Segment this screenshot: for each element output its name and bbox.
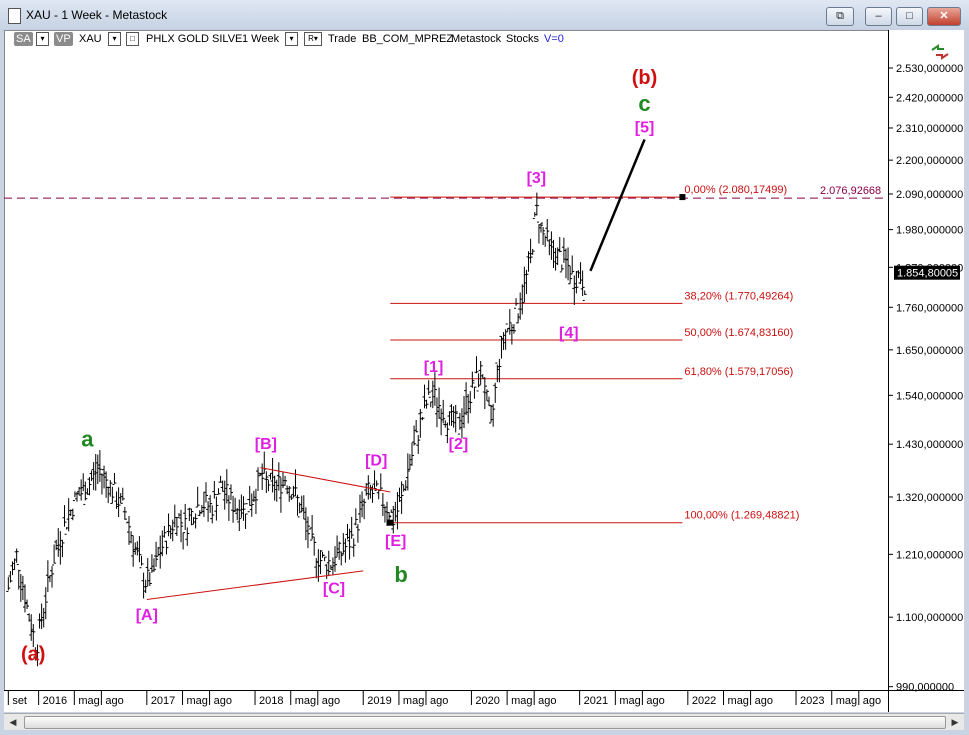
y-tick-label: 1.430,000000: [896, 439, 963, 451]
wave-label: [5]: [635, 119, 655, 136]
y-tick-label: 990,000000: [896, 682, 954, 694]
x-tick-label: ago: [863, 695, 881, 707]
x-tick-label: mag: [187, 695, 208, 707]
x-tick-label: ago: [214, 695, 232, 707]
category-label: Stocks: [506, 33, 540, 45]
wave-label: [E]: [385, 533, 406, 550]
minimize-button[interactable]: –: [865, 7, 892, 26]
r-dropdown[interactable]: R▾: [304, 32, 322, 46]
x-tick-label: 2019: [367, 695, 391, 707]
fib-label: 0,00% (2.080,17499): [684, 184, 787, 196]
projection-line: [589, 139, 646, 272]
periodicity-dropdown[interactable]: ▾: [285, 32, 298, 46]
y-tick-label: 1.540,000000: [896, 390, 963, 402]
scrollbar-thumb[interactable]: [24, 716, 946, 729]
horizontal-scrollbar[interactable]: ◀ ▶: [4, 713, 964, 730]
wave-label: [4]: [559, 325, 579, 342]
y-tick-label: 1.320,000000: [896, 492, 963, 504]
trade-label[interactable]: Trade: [328, 33, 357, 45]
x-tick-label: ago: [755, 695, 773, 707]
x-tick-label: 2021: [584, 695, 608, 707]
y-tick-label: 2.090,000000: [896, 189, 963, 201]
wave-label: c: [638, 91, 650, 116]
fib-label: 100,00% (1.269,48821): [684, 510, 799, 522]
periodicity-label[interactable]: 1 Week: [242, 33, 280, 45]
wave-label: [3]: [527, 170, 547, 187]
x-tick-label: 2022: [692, 695, 716, 707]
fib-label: 38,20% (1.770,49264): [684, 290, 793, 302]
triangle-trendline: [260, 467, 391, 493]
y-tick-label: 2.310,000000: [896, 123, 963, 135]
x-tick-label: mag: [295, 695, 316, 707]
chart-area[interactable]: 2.530,000000 2.420,000000 2.310,000000 2.20…: [4, 30, 964, 712]
scroll-left-icon[interactable]: ◀: [9, 717, 17, 727]
window-title: XAU - 1 Week - Metastock: [26, 8, 168, 22]
current-value-badge: [894, 265, 960, 280]
chart-tools-icon[interactable]: [930, 44, 950, 60]
wave-label: [A]: [136, 607, 158, 624]
y-tick-label: 1.980,000000: [896, 225, 963, 237]
wave-label: a: [81, 427, 94, 452]
wave-label: [C]: [323, 581, 345, 598]
x-tick-label: ago: [646, 695, 664, 707]
y-tick-label: 2.420,000000: [896, 92, 963, 104]
y-tick-label: 2.200,000000: [896, 155, 963, 167]
y-tick-label: 1.760,000000: [896, 302, 963, 314]
sa-dropdown[interactable]: ▾: [36, 32, 49, 46]
x-tick-label: ago: [430, 695, 448, 707]
x-tick-label: ago: [322, 695, 340, 707]
x-tick-label: mag: [728, 695, 749, 707]
close-button[interactable]: ✕: [927, 7, 961, 26]
price-chart: 2.530,000000 2.420,000000 2.310,000000 2.20…: [4, 30, 964, 712]
symbol-label[interactable]: XAU: [79, 33, 102, 45]
y-tick-label: 1.650,000000: [896, 345, 963, 357]
fib-label: 61,80% (1.579,17056): [684, 366, 793, 378]
document-icon: [8, 8, 21, 24]
symbol-checkbox[interactable]: □: [126, 32, 139, 46]
template-label: BB_COM_MPREZ: [362, 33, 454, 45]
vp-button[interactable]: VP: [54, 32, 73, 46]
x-tick-label: mag: [836, 695, 857, 707]
sa-button[interactable]: SA: [14, 32, 33, 46]
restore-window-button[interactable]: ⧉: [826, 7, 854, 26]
window-titlebar: XAU - 1 Week - Metastock ⧉ – □ ✕: [0, 0, 969, 30]
chart-toolbar: SA ▾ VP XAU ▾ □ PHLX GOLD SILVE 1 Week ▾…: [0, 30, 969, 48]
wave-label: [D]: [365, 452, 387, 469]
x-tick-label: ago: [538, 695, 556, 707]
wave-label: b: [394, 562, 407, 587]
x-tick-label: set: [12, 695, 27, 707]
scroll-right-icon[interactable]: ▶: [951, 717, 959, 727]
x-tick-label: ago: [105, 695, 123, 707]
y-tick-label: 2.530,000000: [896, 63, 963, 75]
triangle-trendline: [146, 570, 364, 600]
wave-label: (a): [21, 644, 45, 666]
security-name: PHLX GOLD SILVE: [146, 33, 243, 45]
x-tick-label: mag: [619, 695, 640, 707]
maximize-button[interactable]: □: [896, 7, 923, 26]
y-tick-label: 1.210,000000: [896, 549, 963, 561]
wave-label: (b): [632, 67, 658, 89]
fib-label: 50,00% (1.674,83160): [684, 327, 793, 339]
fib-anchor: [679, 194, 686, 201]
wave-label: [B]: [255, 436, 277, 453]
x-tick-label: 2016: [43, 695, 67, 707]
source-label: Metastock: [451, 33, 502, 45]
x-tick-label: 2020: [475, 695, 499, 707]
wave-label: [1]: [424, 359, 444, 376]
v-label: V=0: [544, 33, 564, 45]
x-tick-label: 2017: [151, 695, 175, 707]
x-tick-label: mag: [403, 695, 424, 707]
x-tick-label: mag: [78, 695, 99, 707]
x-tick-label: mag: [511, 695, 532, 707]
symbol-dropdown[interactable]: ▾: [108, 32, 121, 46]
x-tick-label: 2023: [800, 695, 824, 707]
fib-anchor: [387, 519, 394, 526]
level-label: 2.076,92668: [820, 185, 881, 197]
x-tick-label: 2018: [259, 695, 283, 707]
y-tick-label: 1.100,000000: [896, 612, 963, 624]
current-value-label: 1.854,80005: [897, 268, 958, 280]
plot-frame: [4, 30, 889, 691]
wave-label: [2]: [449, 436, 469, 453]
